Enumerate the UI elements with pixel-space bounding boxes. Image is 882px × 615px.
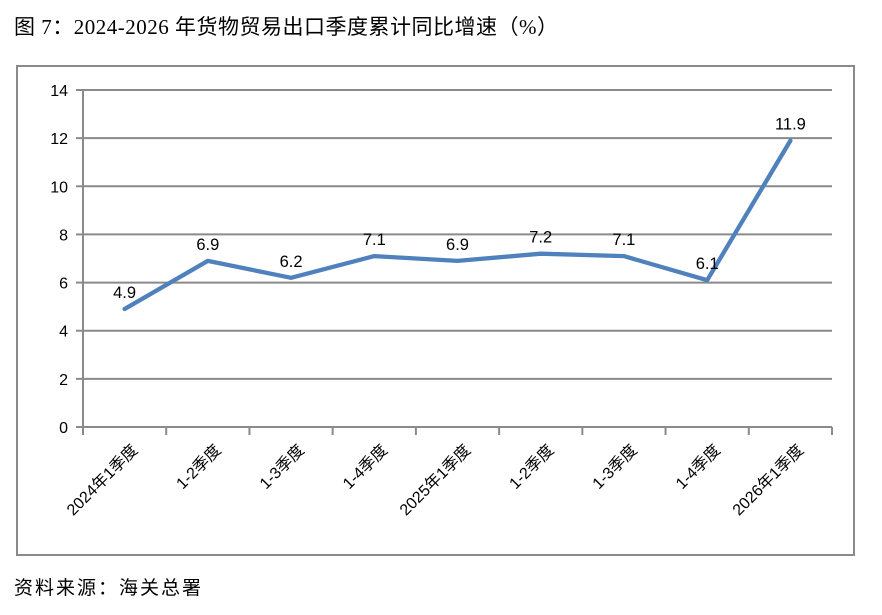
y-tick-label: 2 bbox=[59, 372, 68, 389]
chart-title: 图 7：2024-2026 年货物贸易出口季度累计同比增速（%） bbox=[14, 15, 559, 39]
y-tick-label: 12 bbox=[50, 131, 68, 148]
data-label: 6.2 bbox=[280, 253, 303, 271]
source-note: 资料来源：海关总署 bbox=[14, 578, 204, 599]
y-tick-label: 14 bbox=[50, 83, 68, 100]
x-tick-label: 1-2季度 bbox=[506, 441, 558, 493]
x-tick-label: 2026年1季度 bbox=[729, 441, 807, 519]
x-tick-label: 1-4季度 bbox=[672, 441, 724, 493]
data-label: 7.1 bbox=[363, 231, 386, 249]
y-tick-label: 8 bbox=[59, 227, 68, 244]
data-label: 11.9 bbox=[775, 116, 806, 134]
y-tick-label: 6 bbox=[59, 276, 68, 293]
data-label: 7.2 bbox=[529, 229, 552, 247]
chart-frame-border bbox=[16, 65, 855, 556]
data-label: 7.1 bbox=[612, 231, 635, 249]
y-tick-label: 4 bbox=[59, 324, 68, 341]
x-tick-label: 2025年1季度 bbox=[396, 441, 474, 519]
data-label: 6.9 bbox=[446, 236, 469, 254]
x-tick-label: 1-4季度 bbox=[339, 441, 391, 493]
data-label: 6.1 bbox=[696, 255, 719, 273]
x-tick-label: 1-3季度 bbox=[589, 441, 641, 493]
data-label: 6.9 bbox=[196, 236, 219, 254]
y-tick-label: 10 bbox=[50, 179, 68, 196]
x-tick-label: 1-3季度 bbox=[256, 441, 308, 493]
y-tick-label: 0 bbox=[59, 420, 68, 437]
x-tick-label: 2024年1季度 bbox=[63, 441, 141, 519]
x-tick-label: 1-2季度 bbox=[173, 441, 225, 493]
series-line bbox=[122, 138, 793, 312]
data-label: 4.9 bbox=[113, 284, 136, 302]
